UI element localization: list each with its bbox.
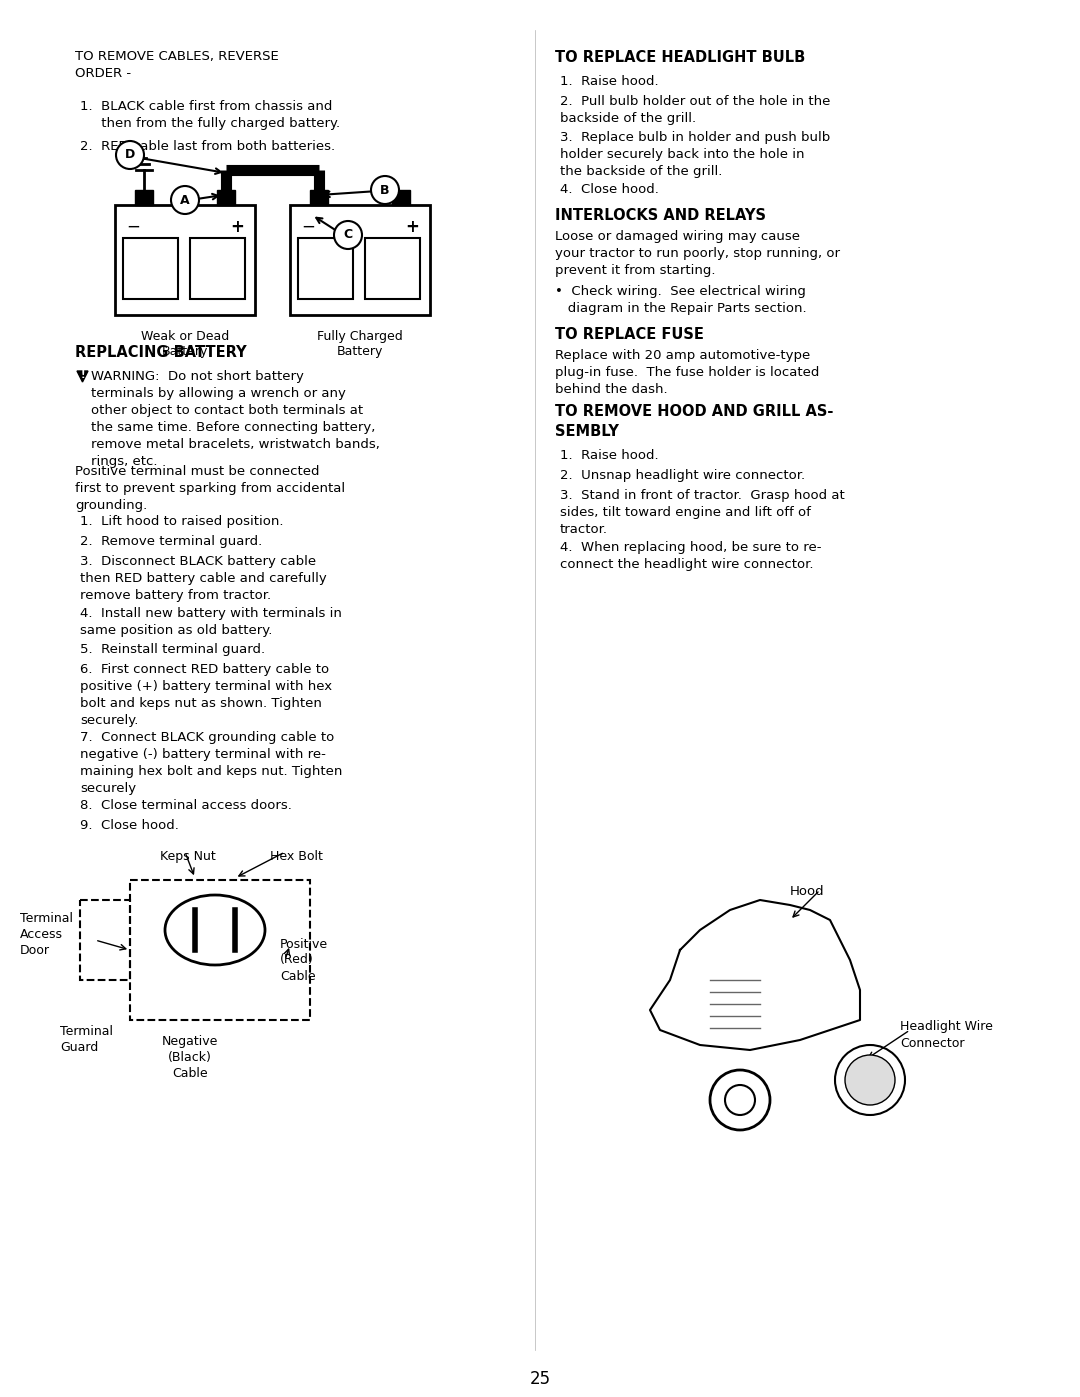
Text: 3.  Disconnect BLACK battery cable
then RED battery cable and carefully
remove b: 3. Disconnect BLACK battery cable then R… <box>80 555 327 602</box>
Text: +: + <box>230 218 244 236</box>
Polygon shape <box>217 190 235 205</box>
Text: Replace with 20 amp automotive-type
plug-in fuse.  The fuse holder is located
be: Replace with 20 amp automotive-type plug… <box>555 349 820 395</box>
Text: 2.  Remove terminal guard.: 2. Remove terminal guard. <box>80 535 262 548</box>
Text: 2.  Unsnap headlight wire connector.: 2. Unsnap headlight wire connector. <box>561 469 805 482</box>
Text: Hood: Hood <box>789 886 825 898</box>
Polygon shape <box>135 190 153 205</box>
Text: TO REPLACE FUSE: TO REPLACE FUSE <box>555 327 704 342</box>
Text: WARNING:  Do not short battery
terminals by allowing a wrench or any
other objec: WARNING: Do not short battery terminals … <box>91 370 380 468</box>
Text: −: − <box>126 218 140 236</box>
Text: 4.  Install new battery with terminals in
same position as old battery.: 4. Install new battery with terminals in… <box>80 608 342 637</box>
Circle shape <box>116 141 144 169</box>
Circle shape <box>334 221 362 249</box>
Text: 5.  Reinstall terminal guard.: 5. Reinstall terminal guard. <box>80 643 265 657</box>
Text: •  Check wiring.  See electrical wiring
   diagram in the Repair Parts section.: • Check wiring. See electrical wiring di… <box>555 285 807 314</box>
Text: Terminal
Guard: Terminal Guard <box>60 1025 113 1053</box>
Text: 7.  Connect BLACK grounding cable to
negative (-) battery terminal with re-
main: 7. Connect BLACK grounding cable to nega… <box>80 731 342 795</box>
Text: C: C <box>343 229 352 242</box>
Text: INTERLOCKS AND RELAYS: INTERLOCKS AND RELAYS <box>555 208 766 224</box>
Circle shape <box>725 1085 755 1115</box>
Text: Negative
(Black)
Cable: Negative (Black) Cable <box>162 1035 218 1080</box>
Text: 3.  Stand in front of tractor.  Grasp hood at
sides, tilt toward engine and lift: 3. Stand in front of tractor. Grasp hood… <box>561 489 845 536</box>
Text: TO REPLACE HEADLIGHT BULB: TO REPLACE HEADLIGHT BULB <box>555 50 806 66</box>
Text: Battery: Battery <box>337 345 383 358</box>
Text: Fully Charged: Fully Charged <box>318 330 403 344</box>
Text: REPLACING BATTERY: REPLACING BATTERY <box>75 345 246 360</box>
Text: Loose or damaged wiring may cause
your tractor to run poorly, stop running, or
p: Loose or damaged wiring may cause your t… <box>555 231 840 277</box>
Text: B: B <box>380 183 390 197</box>
Text: 2.  Pull bulb holder out of the hole in the
backside of the grill.: 2. Pull bulb holder out of the hole in t… <box>561 95 831 124</box>
Text: Battery: Battery <box>162 345 208 358</box>
Text: 6.  First connect RED battery cable to
positive (+) battery terminal with hex
bo: 6. First connect RED battery cable to po… <box>80 664 333 726</box>
Text: TO REMOVE CABLES, REVERSE
ORDER -: TO REMOVE CABLES, REVERSE ORDER - <box>75 50 279 80</box>
Text: 1.  BLACK cable first from chassis and
     then from the fully charged battery.: 1. BLACK cable first from chassis and th… <box>80 101 340 130</box>
Circle shape <box>835 1045 905 1115</box>
Text: 9.  Close hood.: 9. Close hood. <box>80 819 179 833</box>
Text: +: + <box>405 218 419 236</box>
Text: Keps Nut: Keps Nut <box>160 849 216 863</box>
Text: 1.  Raise hood.: 1. Raise hood. <box>561 448 659 462</box>
Text: 1.  Lift hood to raised position.: 1. Lift hood to raised position. <box>80 515 283 528</box>
Text: Headlight Wire
Connector: Headlight Wire Connector <box>900 1020 993 1051</box>
Circle shape <box>710 1070 770 1130</box>
Text: Hex Bolt: Hex Bolt <box>270 849 323 863</box>
Text: −: − <box>301 218 315 236</box>
Text: Positive
(Red)
Cable: Positive (Red) Cable <box>280 937 328 982</box>
Text: 1.  Raise hood.: 1. Raise hood. <box>561 75 659 88</box>
Text: 2.  RED cable last from both batteries.: 2. RED cable last from both batteries. <box>80 140 335 154</box>
Text: 4.  When replacing hood, be sure to re-
connect the headlight wire connector.: 4. When replacing hood, be sure to re- c… <box>561 541 822 571</box>
Circle shape <box>372 176 399 204</box>
Circle shape <box>171 186 199 214</box>
Text: D: D <box>125 148 135 162</box>
Circle shape <box>845 1055 895 1105</box>
Text: Weak or Dead: Weak or Dead <box>140 330 229 344</box>
Text: A: A <box>180 194 190 207</box>
Text: 8.  Close terminal access doors.: 8. Close terminal access doors. <box>80 799 292 812</box>
Text: 25: 25 <box>529 1370 551 1389</box>
Polygon shape <box>310 190 328 205</box>
Text: TO REMOVE HOOD AND GRILL AS-
SEMBLY: TO REMOVE HOOD AND GRILL AS- SEMBLY <box>555 404 834 439</box>
Text: Positive terminal must be connected
first to prevent sparking from accidental
gr: Positive terminal must be connected firs… <box>75 465 346 511</box>
Polygon shape <box>392 190 410 205</box>
Text: !: ! <box>80 370 84 380</box>
Polygon shape <box>77 372 87 381</box>
Text: Terminal
Access
Door: Terminal Access Door <box>21 912 73 957</box>
Text: 3.  Replace bulb in holder and push bulb
holder securely back into the hole in
t: 3. Replace bulb in holder and push bulb … <box>561 131 831 177</box>
Text: 4.  Close hood.: 4. Close hood. <box>561 183 659 196</box>
